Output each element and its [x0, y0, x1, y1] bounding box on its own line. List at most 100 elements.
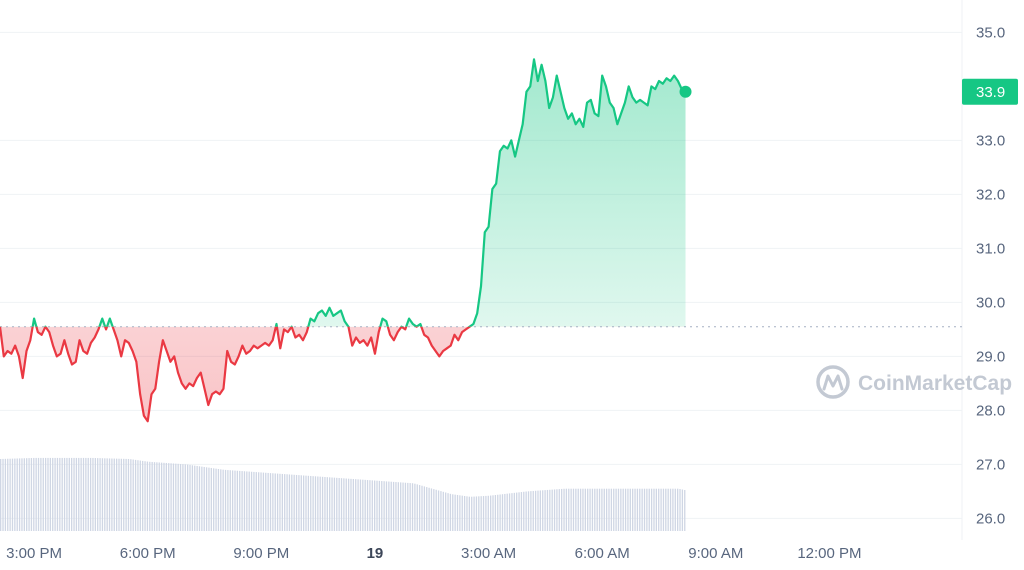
volume-bar: [99, 458, 101, 531]
volume-bar: [447, 493, 449, 531]
volume-bar: [153, 462, 156, 531]
volume-bar: [527, 491, 530, 531]
x-tick-label: 6:00 AM: [575, 545, 630, 562]
volume-bar: [485, 495, 487, 531]
volume-bar: [205, 467, 208, 531]
volume-bar: [506, 493, 508, 531]
volume-bar: [501, 494, 504, 531]
volume-bar: [556, 489, 558, 531]
volume-bar: [118, 458, 120, 531]
volume-bar: [374, 480, 376, 531]
volume-bar: [89, 457, 92, 531]
volume-bar: [2, 458, 4, 531]
volume-bar: [558, 489, 560, 531]
volume-bar: [603, 488, 605, 531]
volume-bar: [137, 460, 139, 531]
volume-bar: [497, 494, 499, 531]
volume-bar: [115, 458, 118, 531]
down-area-fill: [0, 326, 470, 422]
volume-bar: [525, 491, 527, 531]
volume-bar: [390, 481, 392, 531]
volume-bar: [139, 460, 141, 531]
volume-bar: [582, 488, 584, 531]
volume-bar: [411, 483, 414, 531]
volume-bar: [629, 488, 631, 531]
volume-bar: [523, 491, 525, 531]
price-line-down: [0, 326, 472, 423]
volume-bar: [302, 475, 305, 531]
volume-bar: [179, 464, 182, 531]
volume-bar: [409, 483, 411, 531]
volume-bar: [78, 457, 80, 531]
volume-bar: [617, 488, 620, 531]
volume-bar: [23, 458, 25, 531]
volume-bar: [513, 492, 515, 531]
volume-bar: [281, 473, 283, 531]
volume-bar: [236, 470, 239, 531]
volume-bar: [231, 470, 234, 531]
volume-bar: [194, 465, 196, 531]
volume-bar: [94, 458, 96, 531]
volume-bar: [520, 492, 523, 531]
x-tick-label: 9:00 PM: [233, 545, 289, 562]
volume-bar: [511, 493, 513, 531]
volume-bar: [459, 495, 461, 531]
volume-bar: [175, 463, 177, 531]
volume-bar: [596, 488, 598, 531]
volume-bar: [598, 488, 601, 531]
price-lines: [0, 58, 687, 423]
volume-bar: [272, 473, 274, 531]
volume-bar: [267, 472, 269, 531]
volume-bar: [279, 473, 281, 531]
volume-bar: [352, 479, 354, 531]
volume-bar: [0, 459, 2, 531]
volume-bar: [87, 457, 89, 531]
volume-bar: [44, 457, 47, 531]
volume-bar: [591, 488, 594, 531]
volume-bar: [243, 471, 246, 531]
x-tick-label: 6:00 PM: [120, 545, 176, 562]
volume-bar: [385, 481, 388, 531]
volume-bar: [85, 457, 87, 531]
volume-bar: [551, 489, 553, 531]
volume-bar: [570, 488, 572, 531]
volume-bar: [182, 464, 184, 531]
volume-bar: [241, 471, 243, 531]
volume-bar: [213, 468, 215, 531]
x-axis: 3:00 PM 6:00 PM 9:00 PM 19 3:00 AM 6:00 AM 9:0…: [6, 545, 861, 562]
volume-bar: [248, 471, 250, 531]
volume-bar: [584, 488, 586, 531]
volume-bar: [298, 475, 300, 531]
volume-bar: [291, 474, 293, 531]
volume-bar: [537, 490, 539, 531]
volume-bar: [442, 491, 444, 531]
volume-bar: [449, 493, 452, 531]
volume-bar: [418, 485, 421, 531]
volume-bar: [265, 472, 267, 531]
volume-bar: [534, 490, 537, 531]
volume-bar: [101, 458, 104, 531]
volume-bar: [165, 462, 167, 531]
volume-bar: [648, 488, 650, 531]
volume-bar: [620, 488, 622, 531]
volume-bar: [473, 496, 475, 531]
volume-bar: [589, 488, 591, 531]
y-tick-label: 28.0: [976, 402, 1005, 419]
volume-bar: [610, 488, 613, 531]
volume-bar: [355, 479, 357, 531]
y-tick-label: 26.0: [976, 510, 1005, 527]
volume-bar: [208, 467, 210, 531]
volume-bar: [106, 458, 108, 531]
volume-bar: [317, 476, 319, 531]
y-tick-label: 33.0: [976, 132, 1005, 149]
volume-bar: [624, 488, 627, 531]
volume-bar: [307, 475, 310, 531]
coinmarketcap-watermark: CoinMarketCap: [816, 365, 1012, 399]
volume-bar: [111, 458, 113, 531]
volume-bar: [667, 488, 669, 531]
volume-bar: [681, 489, 684, 531]
volume-bar: [276, 473, 279, 531]
volume-bar: [345, 478, 347, 531]
volume-bar: [362, 479, 364, 531]
volume-bar: [508, 493, 511, 531]
